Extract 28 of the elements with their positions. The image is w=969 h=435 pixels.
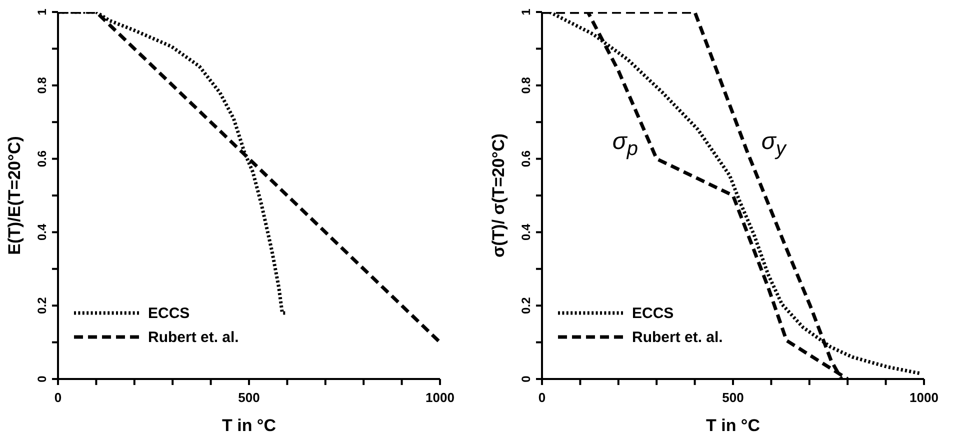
y-tick-label: 0.2: [35, 296, 49, 314]
legend-label: Rubert et. al.: [148, 328, 239, 346]
y-tick-label: 0.2: [519, 296, 533, 314]
y-axis-title: E(T)/E(T=20°C): [5, 136, 24, 255]
x-tick-label: 500: [238, 390, 260, 406]
x-axis-title: T in °C: [222, 416, 276, 435]
x-tick-label: 1000: [910, 390, 938, 406]
y-tick-label: 0: [519, 375, 533, 382]
x-tick-label: 500: [722, 390, 744, 406]
y-tick-label: 0.6: [519, 150, 533, 168]
legend-label: ECCS: [632, 304, 674, 322]
y-tick-label: 0.4: [35, 224, 49, 241]
x-axis-title: T in °C: [706, 416, 760, 435]
y-tick-label: 0.8: [519, 76, 533, 94]
y-tick-label: 0.6: [35, 150, 49, 168]
x-tick-label: 0: [54, 390, 62, 406]
x-tick-label: 0: [538, 390, 546, 406]
y-tick-label: 1: [35, 8, 49, 16]
annotation: σ$_{p}$: [612, 128, 638, 162]
legend-label: ECCS: [148, 304, 190, 322]
y-axis-title: σ(T)/ σ(T=20°C): [489, 133, 508, 258]
annotation: σ$_{y}$: [761, 128, 786, 162]
y-tick-label: 0.8: [35, 76, 49, 94]
y-tick-label: 1: [519, 8, 533, 16]
x-tick-label: 1000: [426, 390, 454, 406]
y-tick-label: 0.4: [519, 224, 533, 241]
y-tick-label: 0: [35, 375, 49, 382]
legend-label: Rubert et. al.: [632, 328, 723, 346]
